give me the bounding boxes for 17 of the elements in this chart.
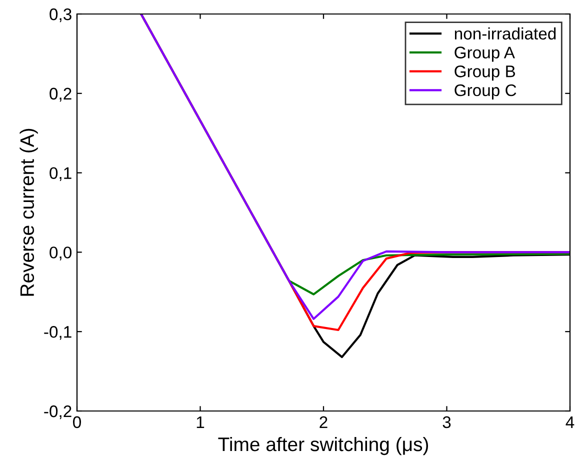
legend-label: Group A — [454, 46, 515, 62]
y-tick-label: 0,0 — [50, 246, 72, 260]
x-tick-label: 2 — [320, 416, 328, 428]
y-tick-label: 0,2 — [50, 88, 72, 102]
x-axis-title: Time after switching (μs) — [218, 436, 428, 456]
legend-label: Group C — [454, 84, 516, 100]
y-tick-label: 0,3 — [50, 8, 72, 22]
y-axis-title: Reverse current (A) — [20, 128, 38, 296]
y-tick-label: -0,1 — [44, 326, 72, 340]
legend-label: non-irradiated — [454, 27, 556, 40]
x-tick-label: 4 — [566, 416, 574, 428]
legend-label: Group B — [454, 66, 516, 81]
y-tick-label: -0,2 — [44, 405, 72, 420]
x-tick-label: 0 — [73, 416, 81, 428]
x-tick-label: 1 — [196, 416, 204, 428]
y-tick-label: 0,1 — [50, 167, 72, 181]
x-tick-label: 3 — [442, 416, 451, 428]
